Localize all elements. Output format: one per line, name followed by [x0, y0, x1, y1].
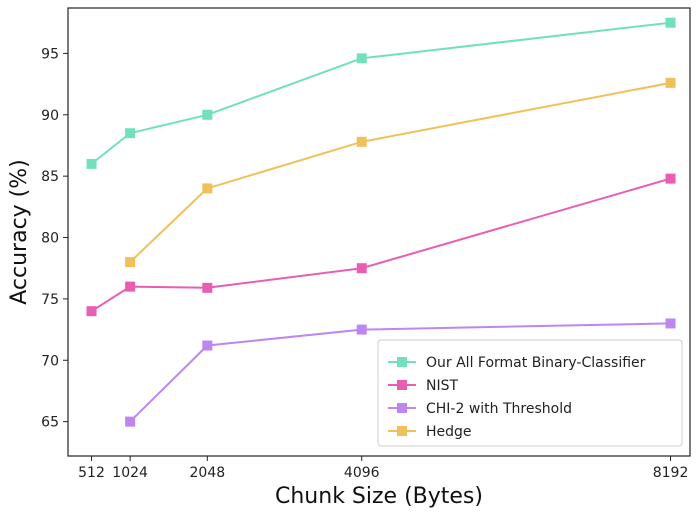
- legend-swatch-marker: [397, 403, 407, 413]
- data-point: [665, 77, 676, 88]
- data-point: [356, 324, 367, 335]
- legend-swatch-marker: [397, 380, 407, 390]
- x-axis: 512 1024 2048 4096 8192: [78, 456, 688, 481]
- data-point: [202, 183, 213, 194]
- data-point: [86, 306, 97, 317]
- series-line: [90, 177, 671, 313]
- x-tick-label: 1024: [112, 465, 148, 481]
- series-layer: [86, 17, 676, 427]
- data-point: [665, 17, 676, 28]
- y-tick-label: 85: [41, 169, 59, 185]
- data-point: [202, 340, 213, 351]
- y-tick-label: 80: [41, 231, 59, 247]
- legend-box: [377, 339, 683, 447]
- series-3: [125, 77, 676, 268]
- legend-label: Our All Format Binary-Classifier: [426, 355, 646, 371]
- y-tick-label: 75: [41, 292, 59, 308]
- data-point: [356, 263, 367, 274]
- data-point: [125, 257, 136, 268]
- y-tick-label: 90: [41, 108, 59, 124]
- y-tick-label: 70: [41, 353, 59, 369]
- y-tick-label: 65: [41, 415, 59, 431]
- data-point: [86, 158, 97, 169]
- series-0: [86, 17, 676, 169]
- x-tick-label: 512: [78, 465, 105, 481]
- legend-swatch-marker: [397, 426, 407, 436]
- series-2: [125, 318, 676, 427]
- legend-item: Hedge: [388, 424, 472, 440]
- legend-item: CHI-2 with Threshold: [388, 401, 572, 417]
- plot-frame: [67, 7, 691, 457]
- data-point: [202, 109, 213, 120]
- legend-item: Our All Format Binary-Classifier: [388, 355, 646, 371]
- data-point: [665, 173, 676, 184]
- data-point: [356, 53, 367, 64]
- data-point: [202, 282, 213, 293]
- data-point: [356, 136, 367, 147]
- data-point: [665, 318, 676, 329]
- legend-label: Hedge: [426, 424, 472, 440]
- y-tick-label: 95: [41, 46, 59, 62]
- series-line: [129, 322, 671, 423]
- series-1: [86, 173, 676, 317]
- x-tick-label: 2048: [190, 465, 226, 481]
- legend-swatch-marker: [397, 357, 407, 367]
- series-line: [90, 21, 671, 165]
- series-line: [129, 81, 671, 263]
- legend-item: NIST: [388, 378, 458, 394]
- data-point: [125, 281, 136, 292]
- legend-label: NIST: [426, 378, 458, 394]
- y-axis: 65 70 75 80 85 90 95: [41, 46, 68, 431]
- data-point: [125, 416, 136, 427]
- data-point: [125, 128, 136, 139]
- x-tick-label: 4096: [344, 465, 380, 481]
- x-axis-title: Chunk Size (Bytes): [275, 484, 483, 509]
- legend-label: CHI-2 with Threshold: [426, 401, 572, 417]
- legend: Our All Format Binary-Classifier NIST CHI-…: [377, 339, 683, 447]
- x-tick-label: 8192: [653, 465, 689, 481]
- y-axis-title: Accuracy (%): [7, 159, 32, 305]
